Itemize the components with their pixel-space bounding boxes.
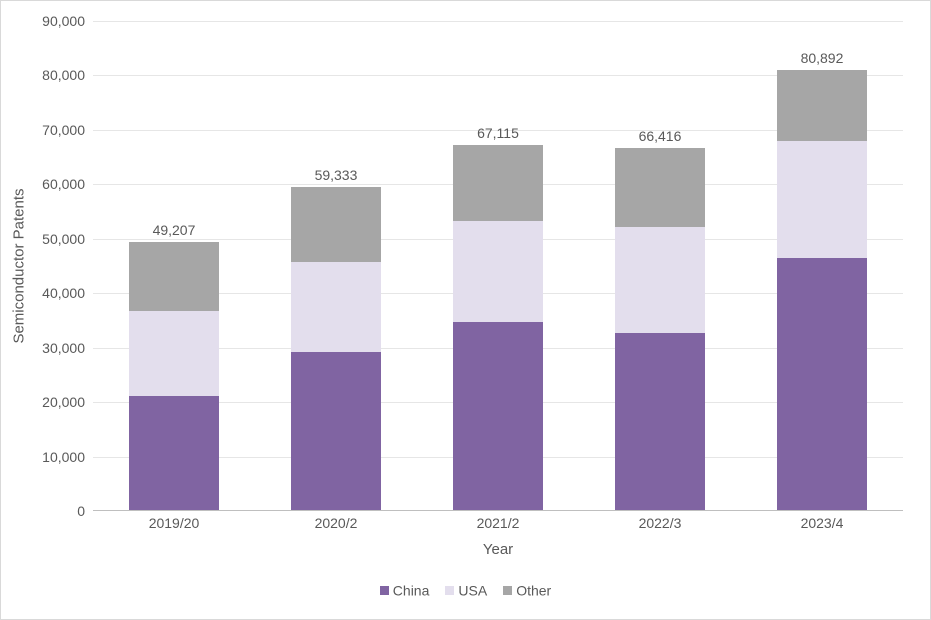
y-tick-label: 30,000 xyxy=(15,340,85,356)
bar-total-label: 66,416 xyxy=(590,128,730,148)
legend-swatch xyxy=(380,586,389,595)
bar-total-label: 49,207 xyxy=(104,222,244,242)
bar-segment-china xyxy=(615,333,706,510)
legend-item-other: Other xyxy=(503,581,551,598)
bar-segment-usa xyxy=(291,262,382,352)
bar-group: 80,892 xyxy=(777,70,868,510)
legend-item-usa: USA xyxy=(445,581,487,598)
bar-segment-china xyxy=(291,352,382,510)
x-axis-title: Year xyxy=(93,541,903,558)
legend-label: USA xyxy=(458,582,487,598)
bar-segment-usa xyxy=(129,311,220,395)
bar-segment-other xyxy=(777,70,868,142)
y-tick-label: 10,000 xyxy=(15,449,85,465)
y-tick-label: 90,000 xyxy=(15,13,85,29)
bar-segment-other xyxy=(453,145,544,222)
bar-segment-usa xyxy=(615,227,706,333)
legend-label: China xyxy=(393,582,430,598)
gridline xyxy=(93,21,903,22)
bar-group: 49,207 xyxy=(129,242,220,510)
legend-swatch xyxy=(445,586,454,595)
bar-segment-other xyxy=(129,242,220,311)
y-tick-label: 40,000 xyxy=(15,285,85,301)
bar-group: 67,115 xyxy=(453,145,544,510)
bar-total-label: 80,892 xyxy=(752,50,892,70)
x-tick-label: 2020/2 xyxy=(266,515,406,531)
legend: China USA Other xyxy=(1,581,930,598)
bar-segment-usa xyxy=(453,221,544,322)
legend-swatch xyxy=(503,586,512,595)
bar-segment-china xyxy=(777,258,868,510)
bar-segment-other xyxy=(291,187,382,262)
bar-segment-china xyxy=(129,396,220,510)
bar-group: 59,333 xyxy=(291,187,382,510)
bar-total-label: 59,333 xyxy=(266,167,406,187)
bar-group: 66,416 xyxy=(615,148,706,510)
bar-segment-other xyxy=(615,148,706,226)
x-tick-label: 2023/4 xyxy=(752,515,892,531)
chart-container: 49,207 59,333 67,115 66,416 80,892 Semicondu… xyxy=(0,0,931,620)
bar-total-label: 67,115 xyxy=(428,125,568,145)
plot-area: 49,207 59,333 67,115 66,416 80,892 xyxy=(93,21,903,511)
y-tick-label: 20,000 xyxy=(15,394,85,410)
y-tick-label: 0 xyxy=(15,503,85,519)
x-tick-label: 2022/3 xyxy=(590,515,730,531)
x-tick-label: 2021/2 xyxy=(428,515,568,531)
legend-item-china: China xyxy=(380,581,430,598)
bar-segment-china xyxy=(453,322,544,510)
y-tick-label: 80,000 xyxy=(15,67,85,83)
y-axis-title: Semiconductor Patents xyxy=(11,188,28,343)
legend-label: Other xyxy=(516,582,551,598)
bar-segment-usa xyxy=(777,141,868,258)
x-tick-label: 2019/20 xyxy=(104,515,244,531)
y-tick-label: 50,000 xyxy=(15,231,85,247)
y-tick-label: 70,000 xyxy=(15,122,85,138)
y-tick-label: 60,000 xyxy=(15,176,85,192)
